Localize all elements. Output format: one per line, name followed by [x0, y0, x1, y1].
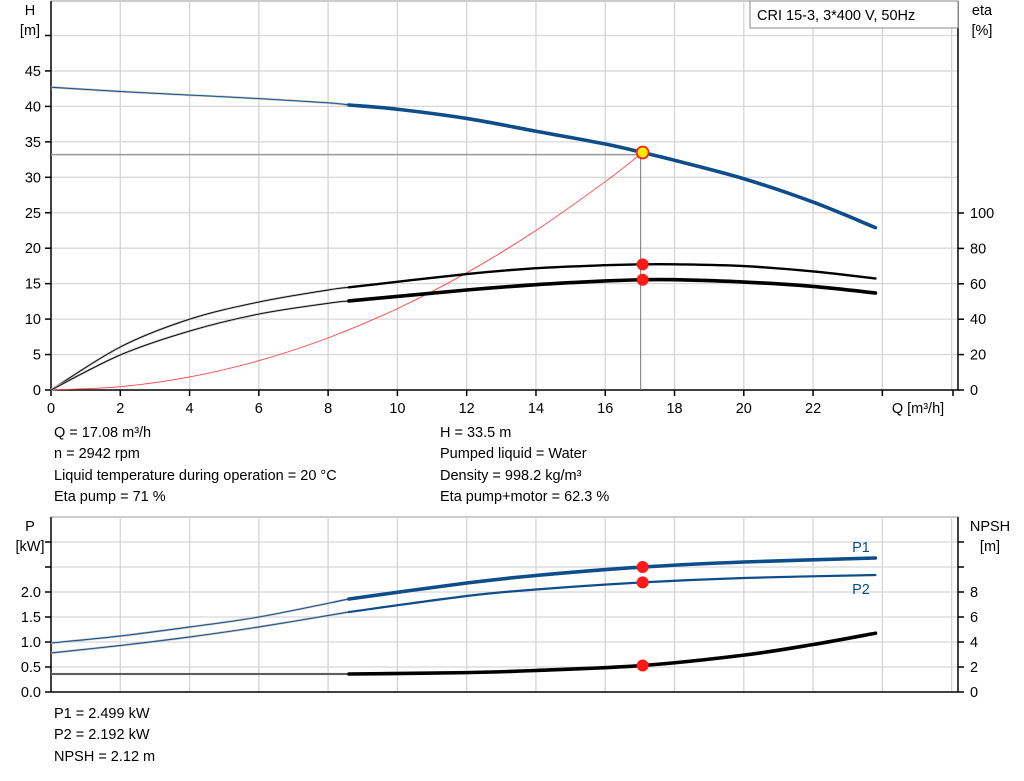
x-tick-label: 14 [528, 401, 544, 417]
panel-qh-right-tick-label: 100 [970, 206, 994, 222]
p2-duty-point [636, 576, 649, 589]
x-tick-label: 2 [116, 401, 124, 417]
info-temperature: Liquid temperature during operation = 20… [54, 467, 337, 484]
head-curve-line [347, 103, 878, 230]
x-tick-label: 18 [666, 401, 682, 417]
info-npsh: NPSH = 2.12 m [54, 748, 156, 765]
panel-power-left-tick-label: 1.0 [21, 635, 41, 651]
system-curve-line [50, 152, 643, 391]
x-tick-label: 16 [597, 401, 613, 417]
panel-qh-left-tick-label: 5 [33, 348, 41, 364]
x-tick-label: 20 [736, 401, 752, 417]
legend-box [749, 0, 959, 29]
info-eta-pump: Eta pump = 71 % [54, 488, 166, 505]
p1-duty-point [636, 561, 649, 574]
x-tick-label: 22 [805, 401, 821, 417]
x-tick-label: 12 [459, 401, 475, 417]
panel-power-right-axis-label: NPSH [970, 519, 1010, 535]
panel-qh-right-tick-label: 80 [970, 241, 986, 257]
panel-qh-left-tick-label: 15 [25, 277, 41, 293]
panel-power-right-axis-unit: [m] [980, 539, 1000, 555]
x-tick-label: 8 [324, 401, 332, 417]
panel-qh-right-tick-label: 40 [970, 312, 986, 328]
panel-qh-left-tick-label: 40 [25, 99, 41, 115]
p1-curve-line [347, 556, 878, 601]
info-head: H = 33.5 m [440, 425, 512, 441]
panel-power-left-tick-label: 0.0 [21, 685, 41, 701]
panel-qh-left-tick-label: 35 [25, 135, 41, 151]
panel-qh-left-axis-unit: [m] [20, 23, 40, 39]
info-speed: n = 2942 rpm [54, 446, 140, 463]
x-tick-label: 0 [47, 401, 55, 417]
info-flow: Q = 17.08 m³/h [54, 425, 152, 441]
panel-power-frame [50, 516, 959, 693]
panel-power-left-tick-label: 2.0 [21, 585, 41, 601]
panel-qh-left-tick-label: 10 [25, 312, 41, 328]
panel-qh-left-tick-label: 20 [25, 241, 41, 257]
panel-qh-left-tick-label: 30 [25, 170, 41, 186]
panel-power-right-tick-label: 8 [970, 585, 978, 601]
x-tick-label: 10 [389, 401, 405, 417]
panel-qh-left-tick-label: 25 [25, 206, 41, 222]
panel-qh-right-axis-label: eta [972, 3, 993, 19]
panel-qh-right-tick-label: 60 [970, 277, 986, 293]
panel-qh-left-tick-label: 45 [25, 64, 41, 80]
panel-power-right-tick-label: 4 [970, 635, 978, 651]
head-duty-point [635, 145, 650, 160]
p1-curve-thin [50, 598, 349, 644]
info-p2: P2 = 2.192 kW [54, 727, 150, 744]
info-liquid: Pumped liquid = Water [440, 446, 587, 463]
eta-pump-duty-point [636, 258, 649, 271]
x-axis-label: Q [m³/h] [892, 401, 944, 417]
eta-pump-motor-duty-point [636, 273, 649, 286]
info-p1: P1 = 2.499 kW [54, 706, 150, 722]
panel-power-left-tick-label: 0.5 [21, 660, 41, 676]
p2-series-label: P2 [852, 582, 870, 598]
info-eta-pump-motor: Eta pump+motor = 62.3 % [440, 488, 610, 505]
eta-pump-motor-curve-thin [50, 300, 349, 391]
panel-qh-left-axis-label: H [25, 3, 35, 19]
head-curve-thin [50, 86, 349, 106]
panel-power-right-tick-label: 6 [970, 610, 978, 626]
legend-box-label: CRI 15-3, 3*400 V, 50Hz [757, 8, 915, 24]
panel-qh-left-tick-label: 0 [33, 383, 41, 399]
panel-power-left-axis-unit: [kW] [16, 539, 45, 555]
eta-pump-curve-thin [50, 286, 349, 391]
panel-power-right-tick-label: 0 [970, 685, 978, 701]
p2-curve-thin [50, 611, 349, 654]
panel-power-right-tick-label: 2 [970, 660, 978, 676]
panel-qh-right-tick-label: 20 [970, 348, 986, 364]
panel-qh-right-tick-label: 0 [970, 383, 978, 399]
info-density: Density = 998.2 kg/m³ [440, 467, 582, 484]
info-bottom: P1 = 2.499 kW P2 = 2.192 kW NPSH = 2.12 … [54, 704, 155, 768]
npsh-duty-point [636, 659, 649, 672]
panel-power-left-tick-label: 1.5 [21, 610, 41, 626]
panel-qh-frame [50, 0, 959, 391]
panel-power-left-axis-label: P [25, 519, 35, 535]
info-top-left: Q = 17.08 m³/h n = 2942 rpm Liquid tempe… [54, 423, 337, 508]
panel-qh-right-axis-unit: [%] [972, 23, 993, 39]
p2-curve-line [347, 573, 877, 614]
x-tick-label: 6 [255, 401, 263, 417]
x-tick-label: 4 [186, 401, 194, 417]
p1-series-label: P1 [852, 540, 870, 556]
info-top-right: H = 33.5 m Pumped liquid = Water Density… [440, 423, 609, 508]
